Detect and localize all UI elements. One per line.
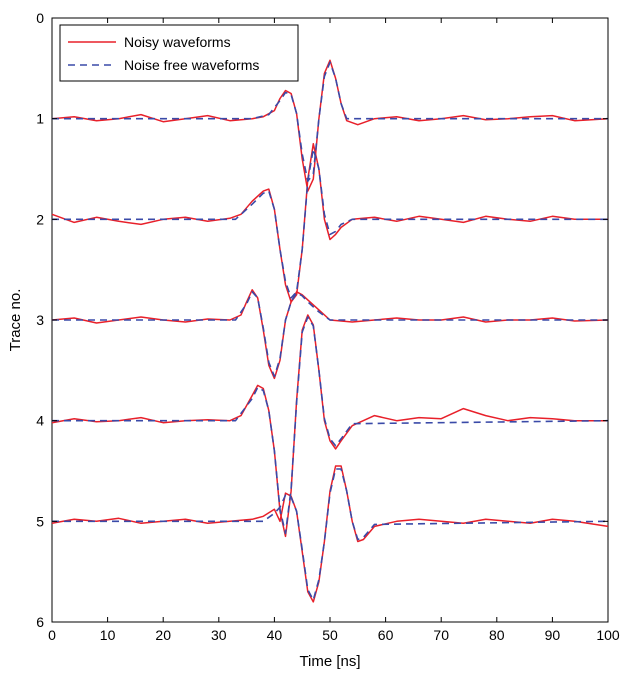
legend-label-noise-free: Noise free waveforms: [124, 57, 259, 73]
y-tick-label: 1: [36, 111, 44, 127]
x-tick-label: 90: [545, 627, 561, 643]
x-tick-label: 20: [155, 627, 171, 643]
y-axis: 0 1 2 3 4 5 6: [36, 10, 608, 630]
x-tick-label: 60: [378, 627, 394, 643]
x-tick-label: 80: [489, 627, 505, 643]
x-tick-label: 70: [433, 627, 449, 643]
x-tick-label: 10: [100, 627, 116, 643]
y-tick-label: 6: [36, 614, 44, 630]
legend-label-noisy: Noisy waveforms: [124, 34, 231, 50]
y-tick-label: 2: [36, 211, 44, 227]
x-tick-label: 100: [596, 627, 620, 643]
x-tick-label: 40: [267, 627, 283, 643]
legend: Noisy waveforms Noise free waveforms: [59, 24, 299, 82]
x-tick-label: 30: [211, 627, 227, 643]
noise-free-trace-1: [52, 61, 608, 182]
legend-box: [59, 24, 299, 82]
y-axis-label: Trace no.: [7, 289, 24, 352]
noise-free-trace-4: [52, 316, 609, 535]
noise-free-trace-3: [52, 290, 608, 378]
x-tick-label: 0: [48, 627, 56, 643]
x-tick-label: 50: [322, 627, 338, 643]
y-tick-label: 3: [36, 312, 44, 328]
y-tick-label: 0: [36, 10, 44, 26]
noise-free-trace-2: [52, 148, 608, 299]
x-axis-label: Time [ns]: [299, 653, 360, 670]
y-tick-label: 5: [36, 513, 44, 529]
y-tick-label: 4: [36, 413, 44, 429]
series-layer: [51, 59, 609, 603]
x-axis: 0 10 20 30 40 50 60 70 80 90 100: [48, 18, 620, 643]
